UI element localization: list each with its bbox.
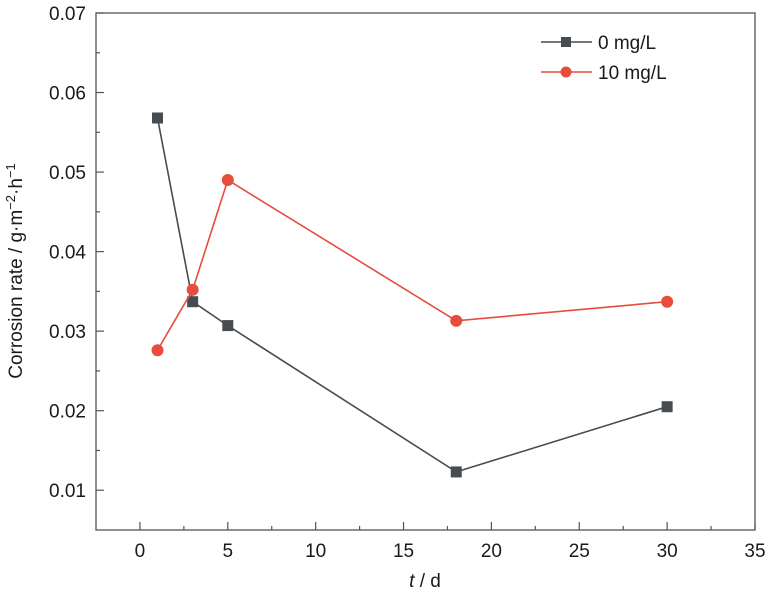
legend-marker-square [561,37,571,47]
data-point-square [661,401,673,413]
y-tick-label: 0.05 [49,163,86,184]
legend-label-10mg: 10 mg/L [598,63,667,84]
data-point-square [152,112,164,124]
y-axis-title: Corrosion rate / g·m−2·h−1 [3,163,27,379]
plot-frame [95,12,756,531]
data-point-square [187,296,199,308]
data-point-square [450,466,462,478]
y-tick-label: 0.07 [49,4,86,25]
data-point-circle [151,344,164,357]
y-axis-title-sup2: −1 [3,163,18,178]
y-axis-title-mid: ·h [6,178,27,195]
y-axis-title-sup1: −2 [3,195,18,210]
series-line [156,178,668,351]
data-point-square [222,320,234,332]
series-0mg [152,112,673,478]
data-point-circle [450,314,463,327]
x-tick-label: 30 [657,541,678,562]
plot-marks [151,112,674,478]
axis-ticks [96,12,756,530]
y-tick-label: 0.06 [49,84,86,105]
x-tick-label: 15 [393,541,414,562]
x-axis-title-rest: / d [414,571,440,592]
y-tick-label: 0.02 [49,402,86,423]
x-axis-title-italic: t [409,571,415,592]
y-tick-label: 0.04 [49,243,86,264]
legend: 0 mg/L 10 mg/L [541,33,667,84]
y-tick-label: 0.03 [49,322,86,343]
y-axis-title-main: Corrosion rate / g·m [6,210,27,379]
legend-marker-circle [560,66,572,78]
x-tick-label: 5 [223,541,234,562]
x-tick-label: 25 [569,541,590,562]
x-tick-label: 10 [305,541,326,562]
x-tick-label: 0 [135,541,146,562]
data-point-circle [186,283,199,296]
series-10mg [151,174,674,357]
legend-label-0mg: 0 mg/L [598,33,656,54]
x-axis-title: t / d [409,571,441,592]
data-point-circle [221,174,234,187]
x-tick-label: 20 [481,541,502,562]
series-line [156,117,668,473]
tick-labels: 0 5 10 15 20 25 30 35 0.01 0.02 0.03 0.04 0.05 0.06 0.… [49,4,766,562]
data-point-circle [661,295,674,308]
x-tick-label: 35 [744,541,765,562]
y-tick-label: 0.01 [49,481,86,502]
